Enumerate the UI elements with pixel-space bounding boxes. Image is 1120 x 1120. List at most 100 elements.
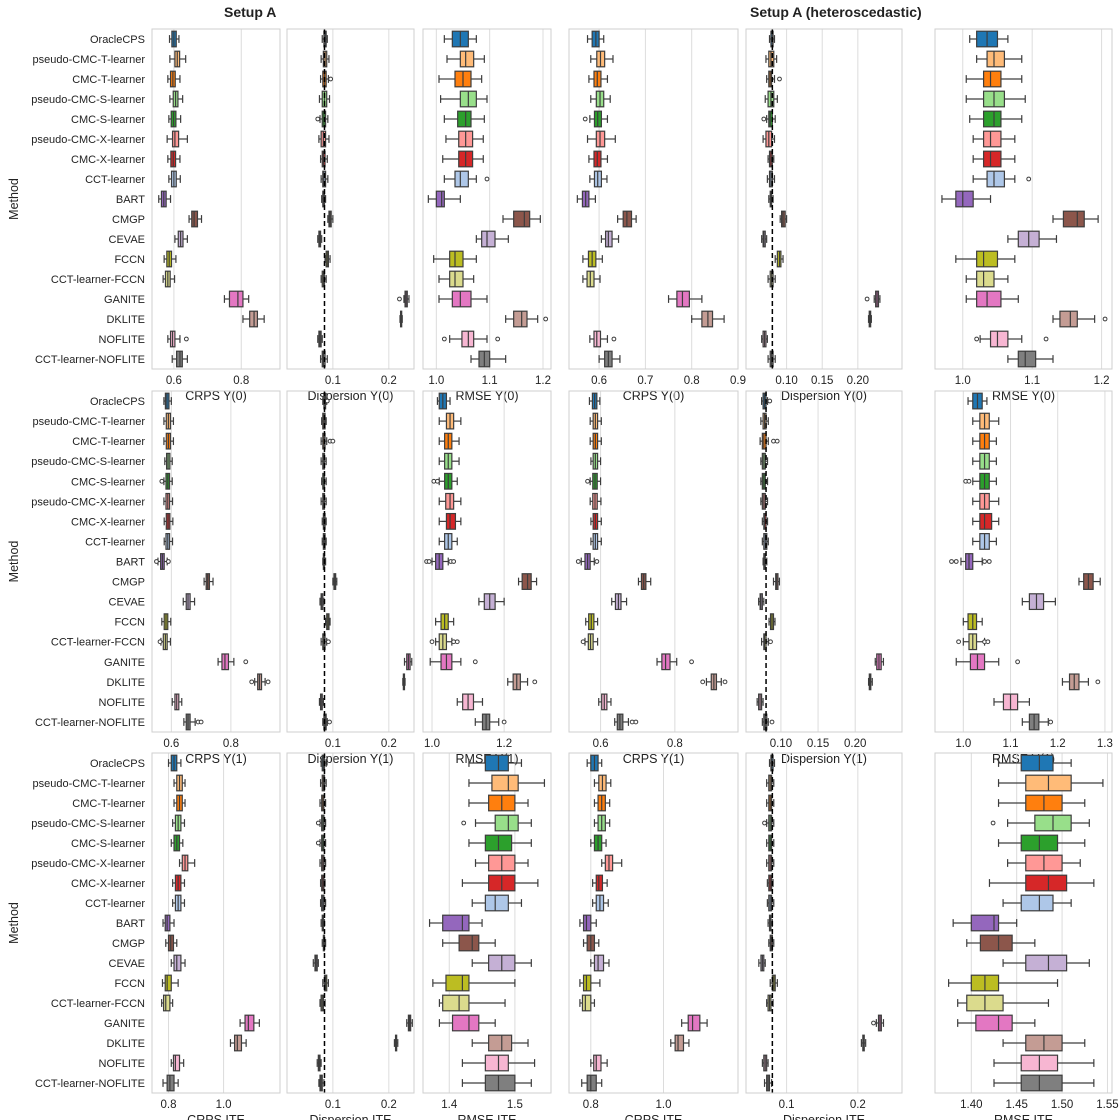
outlier-point [774,438,780,444]
outlier-point [767,398,773,404]
x-tick-label: 0.6 [591,375,607,387]
x-tick-label: 0.6 [166,375,182,387]
y-tick-label: FCCN [114,978,145,990]
y-tick-label: BART [116,194,145,206]
box-CCT-learner-NOFLITE [484,1074,516,1092]
outlier-point [582,116,588,122]
outlier-point [157,639,163,645]
panel-frame [286,390,415,733]
x-tick-label: 1.2 [1094,375,1110,387]
y-tick-label: CMGP [112,214,145,226]
box-CCT-learner-NOFLITE [1017,350,1037,368]
outlier-point [594,559,600,564]
box-CCT-learner-FCCN [976,270,995,288]
outlier-point [1015,659,1020,665]
y-tick-label: OracleCPS [90,34,145,46]
box-NOFLITE [593,1054,602,1072]
box-pseudo-CMC-T-learner [459,50,475,68]
y-tick-label: CMC-S-learner [71,838,145,850]
y-tick-label: CMGP [112,938,145,950]
box-GANITE [687,1014,701,1032]
outlier-point [454,639,460,645]
y-tick-label: CCT-learner-FCCN [51,998,145,1010]
x-axis-label: RMSE Y(0) [456,389,519,403]
y-tick-label: pseudo-CMC-T-learner [33,778,146,790]
x-axis-label: Dispersion Y(0) [781,389,867,403]
box-CMC-S-learner [982,110,1002,128]
box-GANITE [975,1014,1013,1032]
y-tick-label: FCCN [114,617,145,629]
y-tick-label: pseudo-CMC-X-learner [31,134,145,146]
y-tick-label: GANITE [104,1018,145,1030]
outlier-point [777,76,782,82]
outlier-point [159,478,165,484]
outlier-point [265,679,271,685]
x-tick-label: 0.8 [667,738,683,750]
box-CMC-X-learner [1025,874,1068,892]
outlier-point [326,639,331,645]
x-tick-label: 1.1 [1003,738,1019,750]
box-CCT-learner-NOFLITE [166,1074,175,1092]
x-tick-label: 1.45 [1005,1099,1027,1111]
y-tick-label: CMC-X-learner [71,516,145,528]
box-CMC-S-learner [457,110,472,128]
y-tick-label: CEVAE [109,958,145,970]
outlier-point [689,659,694,665]
x-axis-label: Dispersion ITE [310,1113,392,1120]
y-tick-label: pseudo-CMC-S-learner [31,818,145,830]
x-tick-label: 1.40 [960,1099,982,1111]
y-axis-label: Method [7,541,21,583]
y-axis-label: Method [7,902,21,944]
x-tick-label: 0.7 [637,375,653,387]
x-tick-label: 1.0 [216,1099,232,1111]
y-tick-label: BART [116,918,145,930]
panel-frame [286,28,415,370]
x-tick-label: 0.15 [807,738,829,750]
x-tick-label: 0.9 [730,375,746,387]
outlier-point [956,639,961,645]
box-CEVAE [173,954,182,972]
x-tick-label: 1.1 [1024,375,1040,387]
x-tick-label: 0.15 [811,375,833,387]
outlier-point [982,559,987,564]
outlier-point [426,559,432,564]
outlier-point [985,639,991,645]
x-axis-label: CRPS Y(0) [185,389,247,403]
x-tick-label: 0.8 [161,1099,177,1111]
box-pseudo-CMC-T-learner [986,50,1006,68]
outlier-point [722,679,728,685]
outlier-point [532,679,538,685]
panel-frame [422,390,552,733]
outlier-point [575,559,581,564]
box-GANITE [451,290,472,308]
x-tick-label: 0.6 [163,738,179,750]
outlier-point [768,639,773,645]
y-tick-label: CMC-T-learner [72,436,145,448]
outlier-point [435,478,440,484]
x-axis-label: CRPS Y(0) [623,389,685,403]
box-CCT-learner-NOFLITE [586,1074,597,1092]
panel-frame [934,752,1113,1094]
outlier-point [585,478,590,484]
box-FCCN [582,974,592,992]
x-tick-label: 1.2 [535,375,551,387]
x-axis-label: CRPS ITE [625,1113,683,1120]
y-tick-label: CCT-learner-NOFLITE [35,1078,145,1090]
x-tick-label: 1.0 [955,738,971,750]
outlier-point [864,296,870,302]
outlier-point [761,116,767,122]
outlier-point [451,559,457,564]
x-tick-label: 1.50 [1051,1099,1073,1111]
outlier-point [315,116,321,122]
box-DKLITE [488,1034,513,1052]
box-CCT-learner-NOFLITE [1020,1074,1063,1092]
x-tick-label: 0.10 [775,375,797,387]
y-tick-label: NOFLITE [99,697,145,709]
box-GANITE [228,290,244,308]
y-tick-label: CMC-T-learner [72,74,145,86]
outlier-point [990,820,996,826]
box-GANITE [244,1014,255,1032]
panel-frame [745,752,903,1094]
outlier-point [330,438,336,444]
box-CMC-X-learner [979,512,993,530]
